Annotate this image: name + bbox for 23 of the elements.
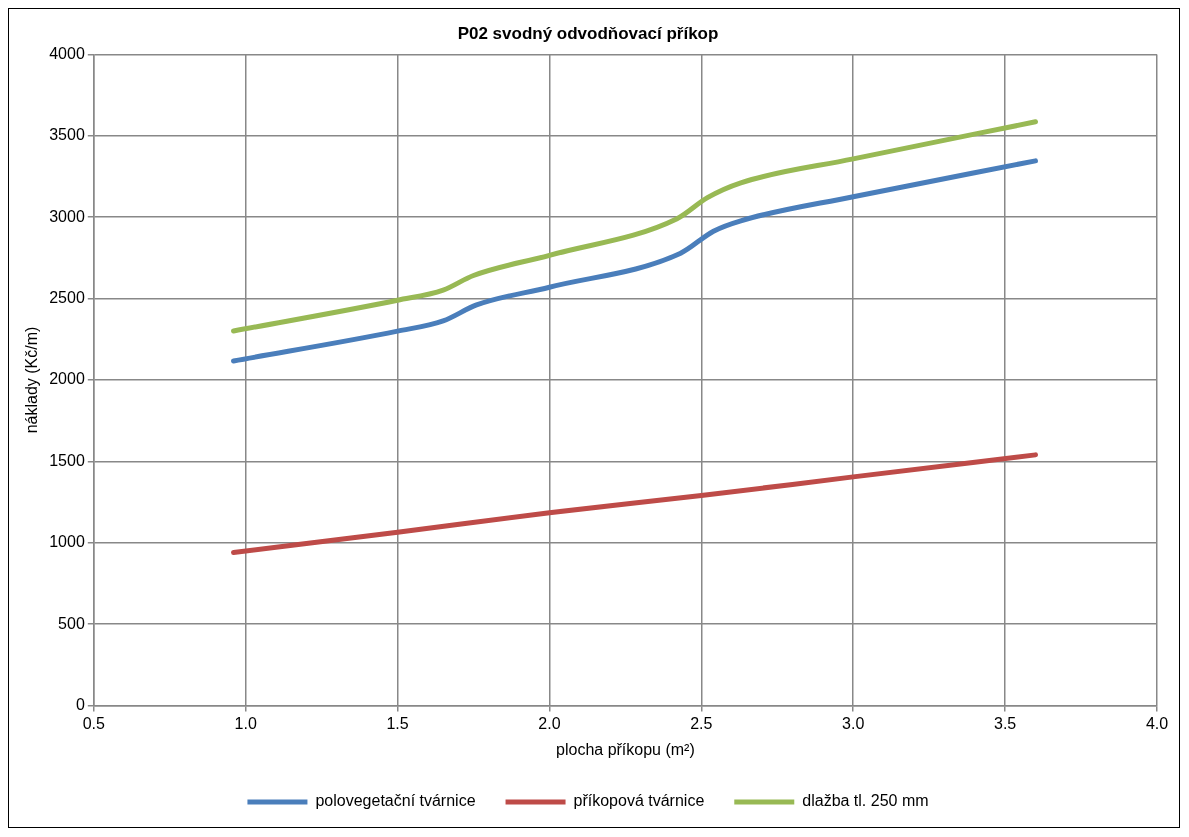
y-tick-label: 4000 [49,44,85,62]
x-tick-label: 3.5 [993,714,1017,732]
chart-title: P02 svodný odvodňovací příkop [457,23,719,43]
x-axis-title: plocha příkopu (m²) [556,740,695,758]
y-tick-label: 2500 [49,289,85,307]
y-tick-label: 3000 [49,207,85,225]
y-tick-label: 2000 [49,370,85,388]
x-tick-label: 0.5 [82,714,106,732]
x-tick-label: 4.0 [1145,714,1169,732]
x-tick-label: 2.5 [690,714,713,732]
x-tick-label: 2.0 [538,714,561,732]
y-tick-label: 1000 [49,533,85,551]
y-tick-label: 500 [58,614,85,632]
legend-label: příkopová tvárnice [573,792,705,810]
y-tick-label: 3500 [49,126,85,144]
x-tick-label: 1.5 [386,714,409,732]
legend-label: polovegetační tvárnice [315,792,476,810]
x-tick-label: 1.0 [234,714,257,732]
legend-label: dlažba tl. 250 mm [802,792,929,810]
y-tick-label: 1500 [49,451,85,469]
x-tick-label: 3.0 [842,714,865,732]
y-axis-title: náklady (Kč/m) [23,326,41,434]
y-tick-label: 0 [75,696,85,714]
